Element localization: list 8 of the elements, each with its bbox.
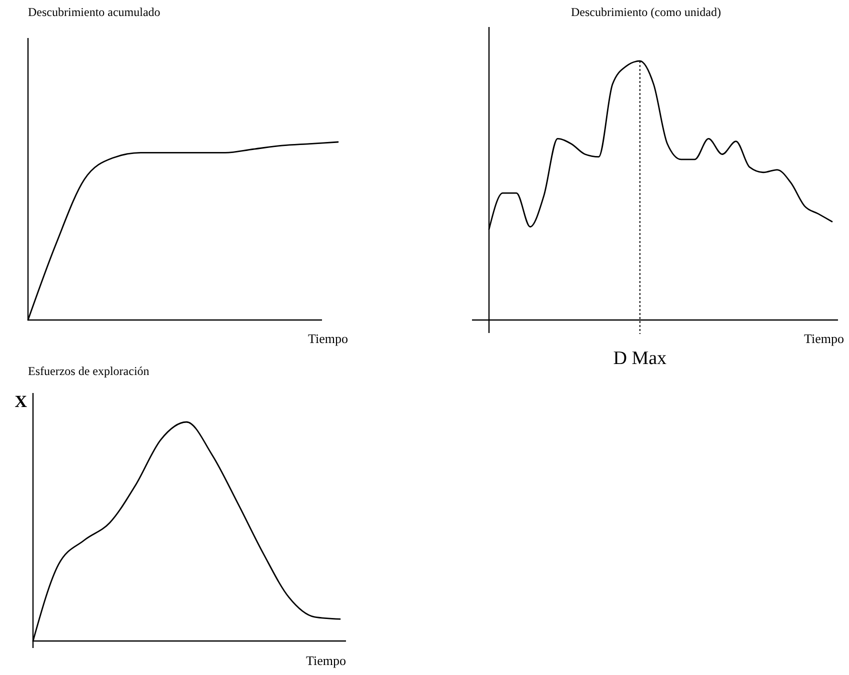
chart-title: Esfuerzos de exploración	[28, 364, 150, 378]
y-axis-title: X	[14, 392, 28, 411]
x-axis-title: Tiempo	[804, 331, 844, 346]
chart-title: Descubrimiento (como unidad)	[571, 5, 721, 19]
text: D Max	[613, 348, 668, 369]
chart-title: Descubrimiento acumulado	[28, 5, 160, 19]
x-axis-title: Tiempo	[308, 331, 348, 346]
x-axis-title: Tiempo	[306, 653, 346, 668]
